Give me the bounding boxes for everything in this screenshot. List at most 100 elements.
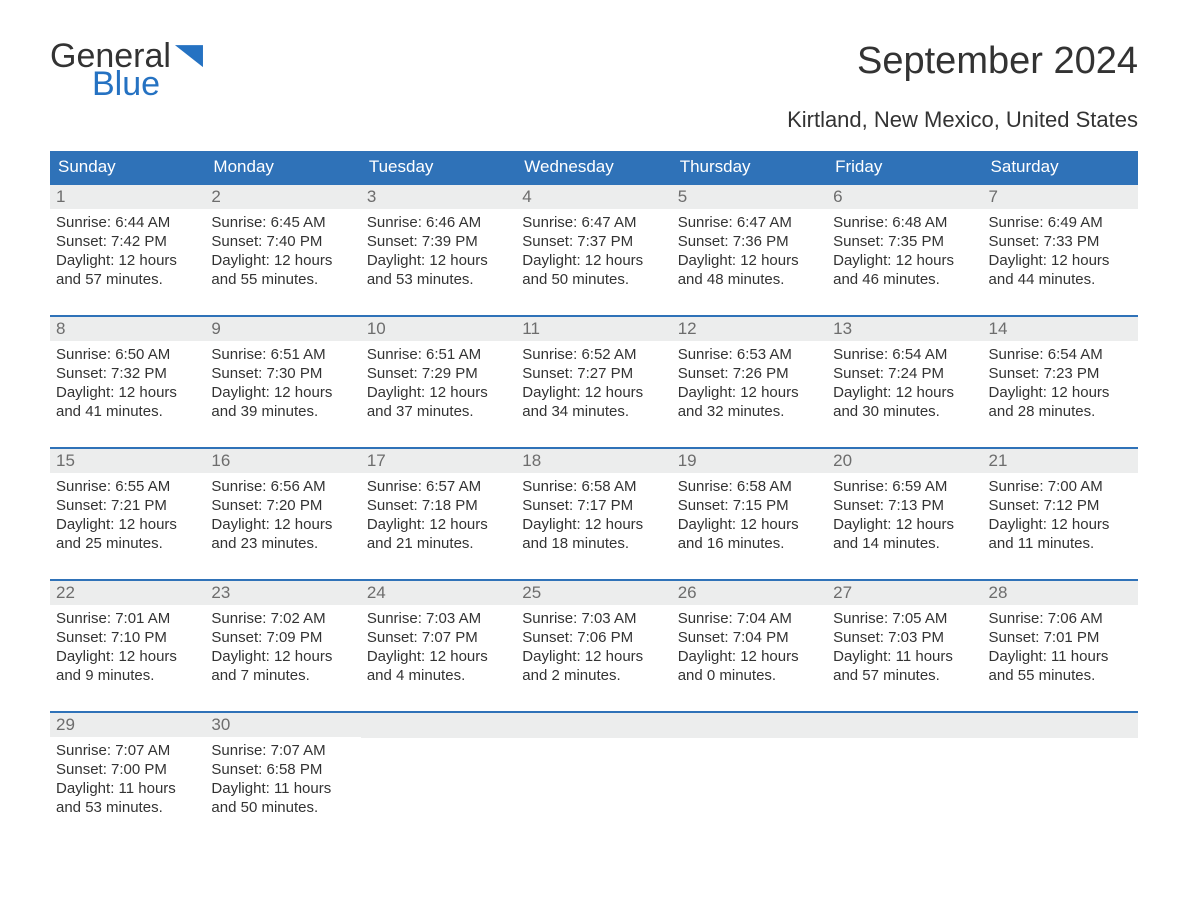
sunset-line: Sunset: 7:20 PM bbox=[211, 496, 354, 515]
sunset-line: Sunset: 7:42 PM bbox=[56, 232, 199, 251]
sunrise-line: Sunrise: 6:55 AM bbox=[56, 477, 199, 496]
sunset-line: Sunset: 7:35 PM bbox=[833, 232, 976, 251]
day-body: Sunrise: 6:50 AMSunset: 7:32 PMDaylight:… bbox=[50, 341, 205, 428]
sunset-line: Sunset: 7:33 PM bbox=[989, 232, 1132, 251]
day-body: Sunrise: 6:51 AMSunset: 7:30 PMDaylight:… bbox=[205, 341, 360, 428]
daylight-line: Daylight: 12 hours and 9 minutes. bbox=[56, 647, 199, 685]
day-cell: 4Sunrise: 6:47 AMSunset: 7:37 PMDaylight… bbox=[516, 185, 671, 297]
sunset-line: Sunset: 7:23 PM bbox=[989, 364, 1132, 383]
sunrise-line: Sunrise: 7:05 AM bbox=[833, 609, 976, 628]
day-cell: 11Sunrise: 6:52 AMSunset: 7:27 PMDayligh… bbox=[516, 317, 671, 429]
day-cell: 5Sunrise: 6:47 AMSunset: 7:36 PMDaylight… bbox=[672, 185, 827, 297]
day-number: 28 bbox=[983, 581, 1138, 605]
day-number: 13 bbox=[827, 317, 982, 341]
day-body: Sunrise: 7:05 AMSunset: 7:03 PMDaylight:… bbox=[827, 605, 982, 692]
sunrise-line: Sunrise: 6:58 AM bbox=[522, 477, 665, 496]
sunset-line: Sunset: 7:13 PM bbox=[833, 496, 976, 515]
sunset-line: Sunset: 7:32 PM bbox=[56, 364, 199, 383]
day-cell: 29Sunrise: 7:07 AMSunset: 7:00 PMDayligh… bbox=[50, 713, 205, 825]
day-cell: 23Sunrise: 7:02 AMSunset: 7:09 PMDayligh… bbox=[205, 581, 360, 693]
daylight-line: Daylight: 12 hours and 14 minutes. bbox=[833, 515, 976, 553]
logo: General Blue bbox=[50, 40, 203, 101]
day-cell: 15Sunrise: 6:55 AMSunset: 7:21 PMDayligh… bbox=[50, 449, 205, 561]
day-body: Sunrise: 6:53 AMSunset: 7:26 PMDaylight:… bbox=[672, 341, 827, 428]
weeks-container: 1Sunrise: 6:44 AMSunset: 7:42 PMDaylight… bbox=[50, 183, 1138, 825]
day-number: 6 bbox=[827, 185, 982, 209]
sunrise-line: Sunrise: 6:54 AM bbox=[989, 345, 1132, 364]
day-body: Sunrise: 7:03 AMSunset: 7:06 PMDaylight:… bbox=[516, 605, 671, 692]
day-number: 4 bbox=[516, 185, 671, 209]
day-body: Sunrise: 6:57 AMSunset: 7:18 PMDaylight:… bbox=[361, 473, 516, 560]
sunrise-line: Sunrise: 6:47 AM bbox=[678, 213, 821, 232]
sunset-line: Sunset: 7:40 PM bbox=[211, 232, 354, 251]
dow-saturday: Saturday bbox=[983, 151, 1138, 183]
daylight-line: Daylight: 12 hours and 11 minutes. bbox=[989, 515, 1132, 553]
sunrise-line: Sunrise: 6:44 AM bbox=[56, 213, 199, 232]
sunset-line: Sunset: 7:12 PM bbox=[989, 496, 1132, 515]
sunset-line: Sunset: 7:10 PM bbox=[56, 628, 199, 647]
sunset-line: Sunset: 7:07 PM bbox=[367, 628, 510, 647]
day-number: 25 bbox=[516, 581, 671, 605]
daylight-line: Daylight: 12 hours and 57 minutes. bbox=[56, 251, 199, 289]
day-number: 10 bbox=[361, 317, 516, 341]
sunset-line: Sunset: 7:21 PM bbox=[56, 496, 199, 515]
daylight-line: Daylight: 12 hours and 25 minutes. bbox=[56, 515, 199, 553]
sunrise-line: Sunrise: 6:56 AM bbox=[211, 477, 354, 496]
day-number: 1 bbox=[50, 185, 205, 209]
day-cell: 12Sunrise: 6:53 AMSunset: 7:26 PMDayligh… bbox=[672, 317, 827, 429]
day-body: Sunrise: 6:56 AMSunset: 7:20 PMDaylight:… bbox=[205, 473, 360, 560]
sunset-line: Sunset: 7:00 PM bbox=[56, 760, 199, 779]
day-number: 7 bbox=[983, 185, 1138, 209]
day-number: 15 bbox=[50, 449, 205, 473]
sunset-line: Sunset: 7:15 PM bbox=[678, 496, 821, 515]
day-cell: 18Sunrise: 6:58 AMSunset: 7:17 PMDayligh… bbox=[516, 449, 671, 561]
daylight-line: Daylight: 11 hours and 57 minutes. bbox=[833, 647, 976, 685]
daylight-line: Daylight: 12 hours and 28 minutes. bbox=[989, 383, 1132, 421]
sunrise-line: Sunrise: 6:52 AM bbox=[522, 345, 665, 364]
sunrise-line: Sunrise: 6:54 AM bbox=[833, 345, 976, 364]
day-cell: 3Sunrise: 6:46 AMSunset: 7:39 PMDaylight… bbox=[361, 185, 516, 297]
dow-wednesday: Wednesday bbox=[516, 151, 671, 183]
sunset-line: Sunset: 7:06 PM bbox=[522, 628, 665, 647]
sunrise-line: Sunrise: 6:59 AM bbox=[833, 477, 976, 496]
day-body: Sunrise: 6:47 AMSunset: 7:36 PMDaylight:… bbox=[672, 209, 827, 296]
day-cell: 9Sunrise: 6:51 AMSunset: 7:30 PMDaylight… bbox=[205, 317, 360, 429]
day-cell bbox=[983, 713, 1138, 825]
dow-tuesday: Tuesday bbox=[361, 151, 516, 183]
day-cell bbox=[827, 713, 982, 825]
day-cell: 27Sunrise: 7:05 AMSunset: 7:03 PMDayligh… bbox=[827, 581, 982, 693]
sunrise-line: Sunrise: 7:06 AM bbox=[989, 609, 1132, 628]
sunrise-line: Sunrise: 6:50 AM bbox=[56, 345, 199, 364]
sunrise-line: Sunrise: 6:57 AM bbox=[367, 477, 510, 496]
day-number: 5 bbox=[672, 185, 827, 209]
sunrise-line: Sunrise: 6:58 AM bbox=[678, 477, 821, 496]
day-body: Sunrise: 7:01 AMSunset: 7:10 PMDaylight:… bbox=[50, 605, 205, 692]
day-number bbox=[361, 713, 516, 738]
day-number: 14 bbox=[983, 317, 1138, 341]
daylight-line: Daylight: 12 hours and 18 minutes. bbox=[522, 515, 665, 553]
day-number bbox=[672, 713, 827, 738]
sunrise-line: Sunrise: 6:46 AM bbox=[367, 213, 510, 232]
day-number: 24 bbox=[361, 581, 516, 605]
sunrise-line: Sunrise: 7:03 AM bbox=[367, 609, 510, 628]
sunrise-line: Sunrise: 7:07 AM bbox=[56, 741, 199, 760]
flag-icon bbox=[175, 45, 203, 67]
day-number: 2 bbox=[205, 185, 360, 209]
day-number: 20 bbox=[827, 449, 982, 473]
day-number bbox=[516, 713, 671, 738]
daylight-line: Daylight: 11 hours and 55 minutes. bbox=[989, 647, 1132, 685]
daylight-line: Daylight: 12 hours and 39 minutes. bbox=[211, 383, 354, 421]
day-body: Sunrise: 6:55 AMSunset: 7:21 PMDaylight:… bbox=[50, 473, 205, 560]
day-body: Sunrise: 6:58 AMSunset: 7:17 PMDaylight:… bbox=[516, 473, 671, 560]
day-body: Sunrise: 6:44 AMSunset: 7:42 PMDaylight:… bbox=[50, 209, 205, 296]
day-number: 30 bbox=[205, 713, 360, 737]
day-body: Sunrise: 6:46 AMSunset: 7:39 PMDaylight:… bbox=[361, 209, 516, 296]
day-body: Sunrise: 6:47 AMSunset: 7:37 PMDaylight:… bbox=[516, 209, 671, 296]
day-body: Sunrise: 6:52 AMSunset: 7:27 PMDaylight:… bbox=[516, 341, 671, 428]
day-cell: 8Sunrise: 6:50 AMSunset: 7:32 PMDaylight… bbox=[50, 317, 205, 429]
day-cell: 16Sunrise: 6:56 AMSunset: 7:20 PMDayligh… bbox=[205, 449, 360, 561]
day-cell: 20 Sunrise: 6:59 AMSunset: 7:13 PMDayligh… bbox=[827, 449, 982, 561]
logo-blue: Blue bbox=[92, 68, 203, 100]
sunset-line: Sunset: 7:24 PM bbox=[833, 364, 976, 383]
day-number bbox=[827, 713, 982, 738]
